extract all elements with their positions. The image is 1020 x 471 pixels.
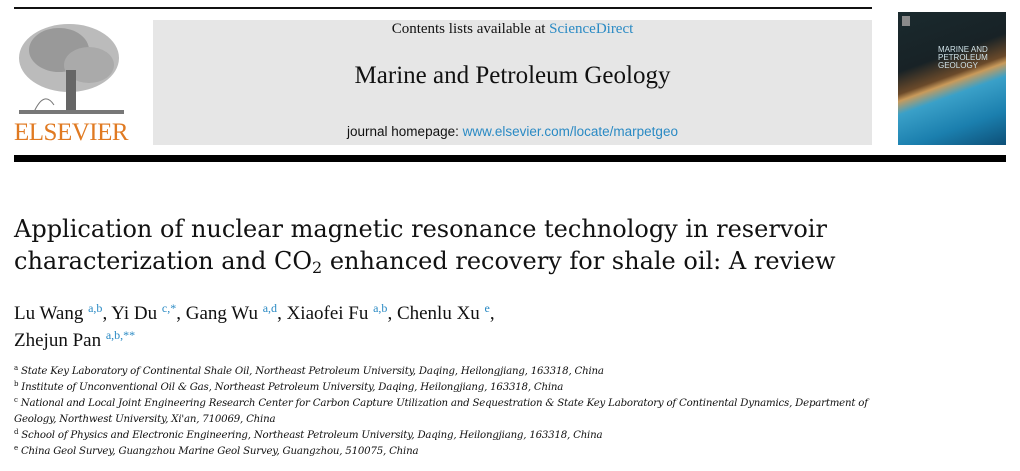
affiliation: d School of Physics and Electronic Engine… xyxy=(14,428,603,442)
contents-prefix: Contents lists available at xyxy=(391,21,550,37)
author[interactable]: Chenlu Xu e xyxy=(396,301,490,324)
title-text: Application of nuclear magnetic resonanc… xyxy=(14,215,827,275)
author-affiliation-link[interactable]: e xyxy=(484,301,490,315)
author-affiliation-link[interactable]: a,b,** xyxy=(105,328,136,342)
article-title: Application of nuclear magnetic resonanc… xyxy=(14,213,914,277)
author[interactable]: Lu Wang a,b xyxy=(14,301,103,324)
cover-elsevier-icon xyxy=(902,16,910,26)
author[interactable]: Gang Wu a,d xyxy=(185,301,278,324)
title-text-end: enhanced recovery for shale oil: A revie… xyxy=(322,247,836,275)
author[interactable]: Yi Du c,* xyxy=(111,301,177,324)
author-affiliation-link[interactable]: c,* xyxy=(161,301,177,315)
elsevier-wordmark: ELSEVIER xyxy=(14,119,129,146)
affiliation-list: a State Key Laboratory of Continental Sha… xyxy=(14,364,884,460)
author-list: Lu Wang a,b, Yi Du c,*, Gang Wu a,d, Xia… xyxy=(14,301,495,351)
affiliation: c National and Local Joint Engineering Re… xyxy=(14,396,868,426)
author[interactable]: Xiaofei Fu a,b xyxy=(286,301,388,324)
header-bar xyxy=(14,155,1006,162)
sciencedirect-link[interactable]: ScienceDirect xyxy=(549,21,634,37)
journal-title: Marine and Petroleum Geology xyxy=(354,62,671,89)
author-affiliation-link[interactable]: a,b xyxy=(88,301,103,315)
journal-cover[interactable]: MARINE AND PETROLEUM GEOLOGY xyxy=(898,12,1006,145)
header-rule xyxy=(14,7,872,9)
author-affiliation-link[interactable]: a,b xyxy=(373,301,388,315)
affiliation: b Institute of Unconventional Oil & Gas, … xyxy=(14,380,564,394)
contents-line: Contents lists available at ScienceDirec… xyxy=(153,21,872,38)
homepage-prefix: journal homepage: xyxy=(347,124,463,139)
journal-banner: Contents lists available at ScienceDirec… xyxy=(153,20,872,145)
elsevier-logo[interactable]: ELSEVIER xyxy=(14,20,129,146)
author[interactable]: Zhejun Pan a,b,** xyxy=(14,328,136,351)
affiliation: a State Key Laboratory of Continental Sha… xyxy=(14,364,604,378)
homepage-link[interactable]: www.elsevier.com/locate/marpetgeo xyxy=(462,124,678,139)
elsevier-tree-icon xyxy=(14,20,129,120)
title-subscript: 2 xyxy=(312,258,323,277)
author-affiliation-link[interactable]: a,d xyxy=(262,301,278,315)
affiliation: e China Geol Survey, Guangzhou Marine Geo… xyxy=(14,444,419,458)
cover-title: MARINE AND PETROLEUM GEOLOGY xyxy=(938,45,988,70)
homepage-line: journal homepage: www.elsevier.com/locat… xyxy=(153,124,872,139)
